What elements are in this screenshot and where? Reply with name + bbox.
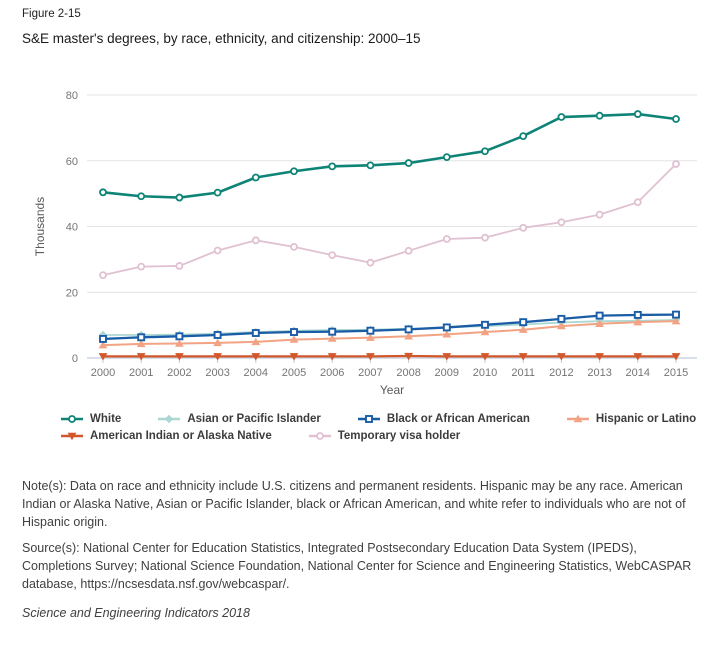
svg-text:2015: 2015 (664, 367, 688, 379)
svg-text:2014: 2014 (626, 367, 650, 379)
svg-text:20: 20 (66, 287, 78, 299)
series-american-indian-or-alaska-native (98, 352, 681, 361)
series-temporary-visa-holder (99, 160, 680, 280)
svg-text:2000: 2000 (91, 367, 115, 379)
svg-text:2005: 2005 (282, 367, 306, 379)
svg-text:2011: 2011 (511, 367, 535, 379)
svg-text:40: 40 (66, 222, 78, 234)
legend-item-american-indian-or-alaska-native: American Indian or Alaska Native (60, 430, 272, 442)
chart-legend: White Asian or Pacific Islander Black or A… (60, 413, 715, 442)
svg-text:Thousands: Thousands (33, 197, 47, 256)
legend-label: American Indian or Alaska Native (90, 430, 272, 442)
legend-item-temporary-visa-holder: Temporary visa holder (308, 430, 461, 442)
legend-label: Black or African American (386, 413, 530, 425)
line-chart: 0 20 40 60 80 2000 2001 2002 2003 2004 2005 2006 200… (0, 78, 724, 408)
legend-item-white: White (60, 413, 121, 425)
triangle-down-legend-swatch-icon (61, 432, 83, 441)
circle-open-legend-swatch-icon (61, 415, 83, 423)
svg-text:2001: 2001 (129, 367, 153, 379)
legend-label: Hispanic or Latino (595, 413, 697, 425)
legend-label: Temporary visa holder (337, 430, 461, 442)
notes-text: Note(s): Data on race and ethnicity incl… (22, 479, 686, 529)
svg-text:2007: 2007 (358, 367, 382, 379)
svg-text:Year: Year (380, 383, 404, 397)
svg-text:80: 80 (66, 90, 78, 102)
figure-number-label: Figure 2-15 (22, 8, 81, 20)
svg-text:2004: 2004 (244, 367, 268, 379)
legend-label: White (90, 413, 122, 425)
svg-text:2009: 2009 (435, 367, 459, 379)
svg-text:0: 0 (72, 353, 78, 365)
source-text: Source(s): National Center for Education… (22, 541, 692, 591)
svg-text:2010: 2010 (473, 367, 497, 379)
svg-text:2013: 2013 (587, 367, 611, 379)
legend-item-asian-or-pacific-islander: Asian or Pacific Islander (157, 413, 321, 425)
legend-label: Asian or Pacific Islander (187, 413, 321, 425)
triangle-up-legend-swatch-icon (566, 414, 589, 423)
degrees-line-chart-canvas: 0 20 40 60 80 2000 2001 2002 2003 2004 2005 2006 200… (33, 90, 697, 397)
svg-text:2002: 2002 (167, 367, 191, 379)
series-white (99, 110, 680, 202)
chart-title: S&E master's degrees, by race, ethnicity… (22, 31, 421, 46)
diamond-legend-swatch-icon (158, 414, 181, 424)
svg-text:2003: 2003 (205, 367, 229, 379)
series-black-or-african-american (99, 310, 680, 343)
svg-text:2008: 2008 (396, 367, 420, 379)
svg-text:2006: 2006 (320, 367, 344, 379)
svg-text:2012: 2012 (549, 367, 573, 379)
svg-text:60: 60 (66, 156, 78, 168)
circle-open-legend-swatch-icon (308, 432, 331, 440)
legend-item-hispanic-or-latino: Hispanic or Latino (566, 413, 696, 425)
publication-credit: Science and Engineering Indicators 2018 (22, 606, 250, 620)
series-hispanic-or-latino (98, 316, 681, 349)
square-open-legend-swatch-icon (357, 415, 380, 423)
legend-item-black-or-african-american: Black or African American (357, 413, 530, 425)
